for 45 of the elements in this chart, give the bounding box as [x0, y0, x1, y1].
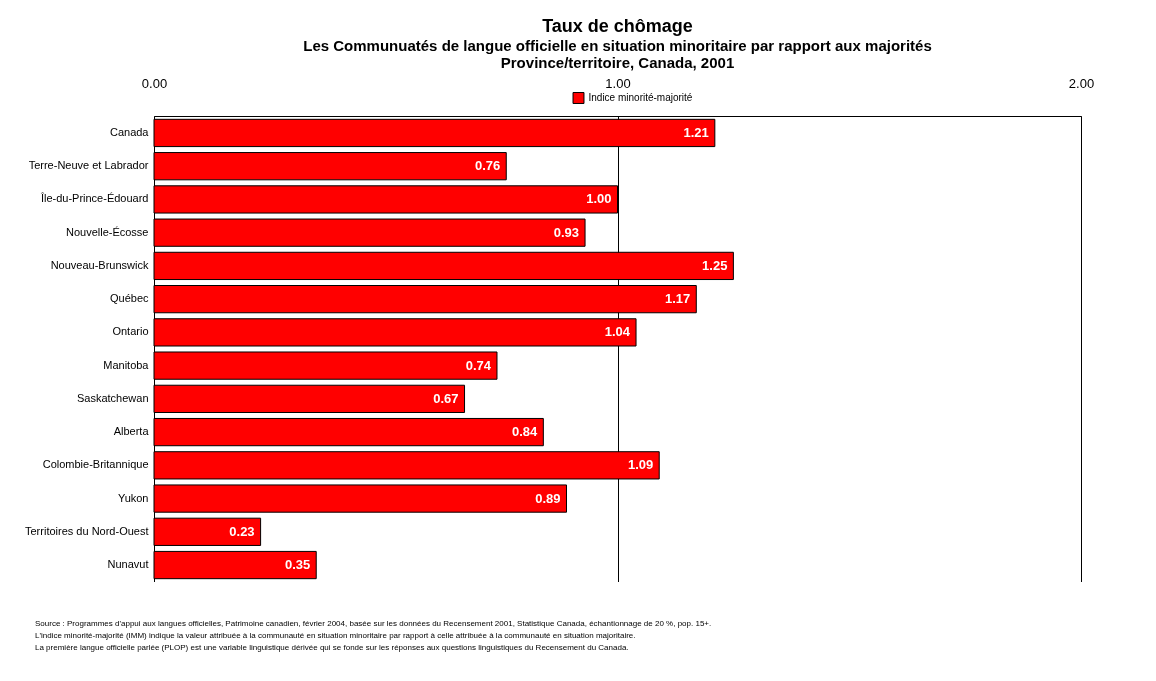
- legend-label: Indice minorité-majorité: [588, 92, 693, 103]
- y-tick-label: Canada: [109, 125, 150, 138]
- x-tick-label: 2.00: [1068, 75, 1095, 91]
- bar: [153, 351, 498, 380]
- y-tick-label: Yukon: [117, 491, 149, 504]
- y-tick-label: Saskatchewan: [76, 391, 149, 404]
- bar: [153, 550, 317, 580]
- text: La première langue officielle parlée (PLOP) est une variable linguistique dérivée qui se fonde sur les réponses aux questions linguistiques du Recensement du Canada.: [35, 642, 630, 654]
- y-tick-label: Terre-Neuve et Labrador: [28, 159, 149, 172]
- text: 0.93: [553, 224, 580, 240]
- text: 0.35: [284, 557, 311, 573]
- text: 0.89: [535, 490, 561, 506]
- y-tick-label: Nouvelle-Écosse: [65, 225, 149, 238]
- y-tick-label: Île-du-Prince-Édouard: [39, 192, 149, 205]
- text: 0.76: [474, 158, 501, 174]
- y-tick-label: Territoires du Nord-Ouest: [25, 524, 149, 537]
- text: 1.25: [702, 257, 728, 273]
- text: 1.09: [627, 457, 654, 473]
- y-tick-label: Colombie-Britannique: [42, 458, 149, 471]
- text: 0.23: [229, 523, 255, 539]
- y-tick-label: Nunavut: [107, 558, 149, 571]
- chart-title: Taux de chômage: [542, 16, 693, 36]
- y-tick-label: Alberta: [113, 425, 150, 438]
- chart-subtitle: Les Communuatés de langue officielle en situation minoritaire par rapport aux majorités Province/territoire, Canada, 2001: [303, 37, 932, 71]
- text: 0.67: [433, 390, 459, 406]
- bar: [153, 517, 262, 546]
- y-tick-label: Ontario: [112, 325, 149, 338]
- y-tick-label: Québec: [109, 292, 149, 305]
- bar: [153, 152, 507, 181]
- bar: [153, 484, 568, 513]
- text: 1.00: [586, 191, 612, 207]
- text: 1.04: [604, 324, 631, 340]
- text: 0.84: [512, 424, 538, 440]
- x-tick-label: 1.00: [605, 75, 631, 91]
- source-note: Source : Programmes d'appui aux langues officielles, Patrimoine canadien, février 2004, basée sur les données du Recensement 2001, Statistique Canada, échantionnage de 20 %, pop. 15+.: [35, 618, 712, 630]
- text: 1.21: [683, 124, 709, 140]
- text: L'indice minorité-majorité (IMM) indique la valeur attribuée à la communauté en situation minoritaire par rapport à celle attribuée à la communauté en situation majoritaire.: [35, 630, 637, 642]
- y-tick-label: Nouveau-Brunswick: [50, 258, 149, 271]
- x-tick-label: 0.00: [141, 75, 168, 91]
- y-tick-label: Manitoba: [103, 358, 150, 371]
- text: 1.17: [664, 291, 691, 307]
- text: 0.74: [465, 357, 491, 373]
- bar: [153, 218, 586, 247]
- bar: [153, 417, 544, 447]
- bar: [153, 384, 466, 413]
